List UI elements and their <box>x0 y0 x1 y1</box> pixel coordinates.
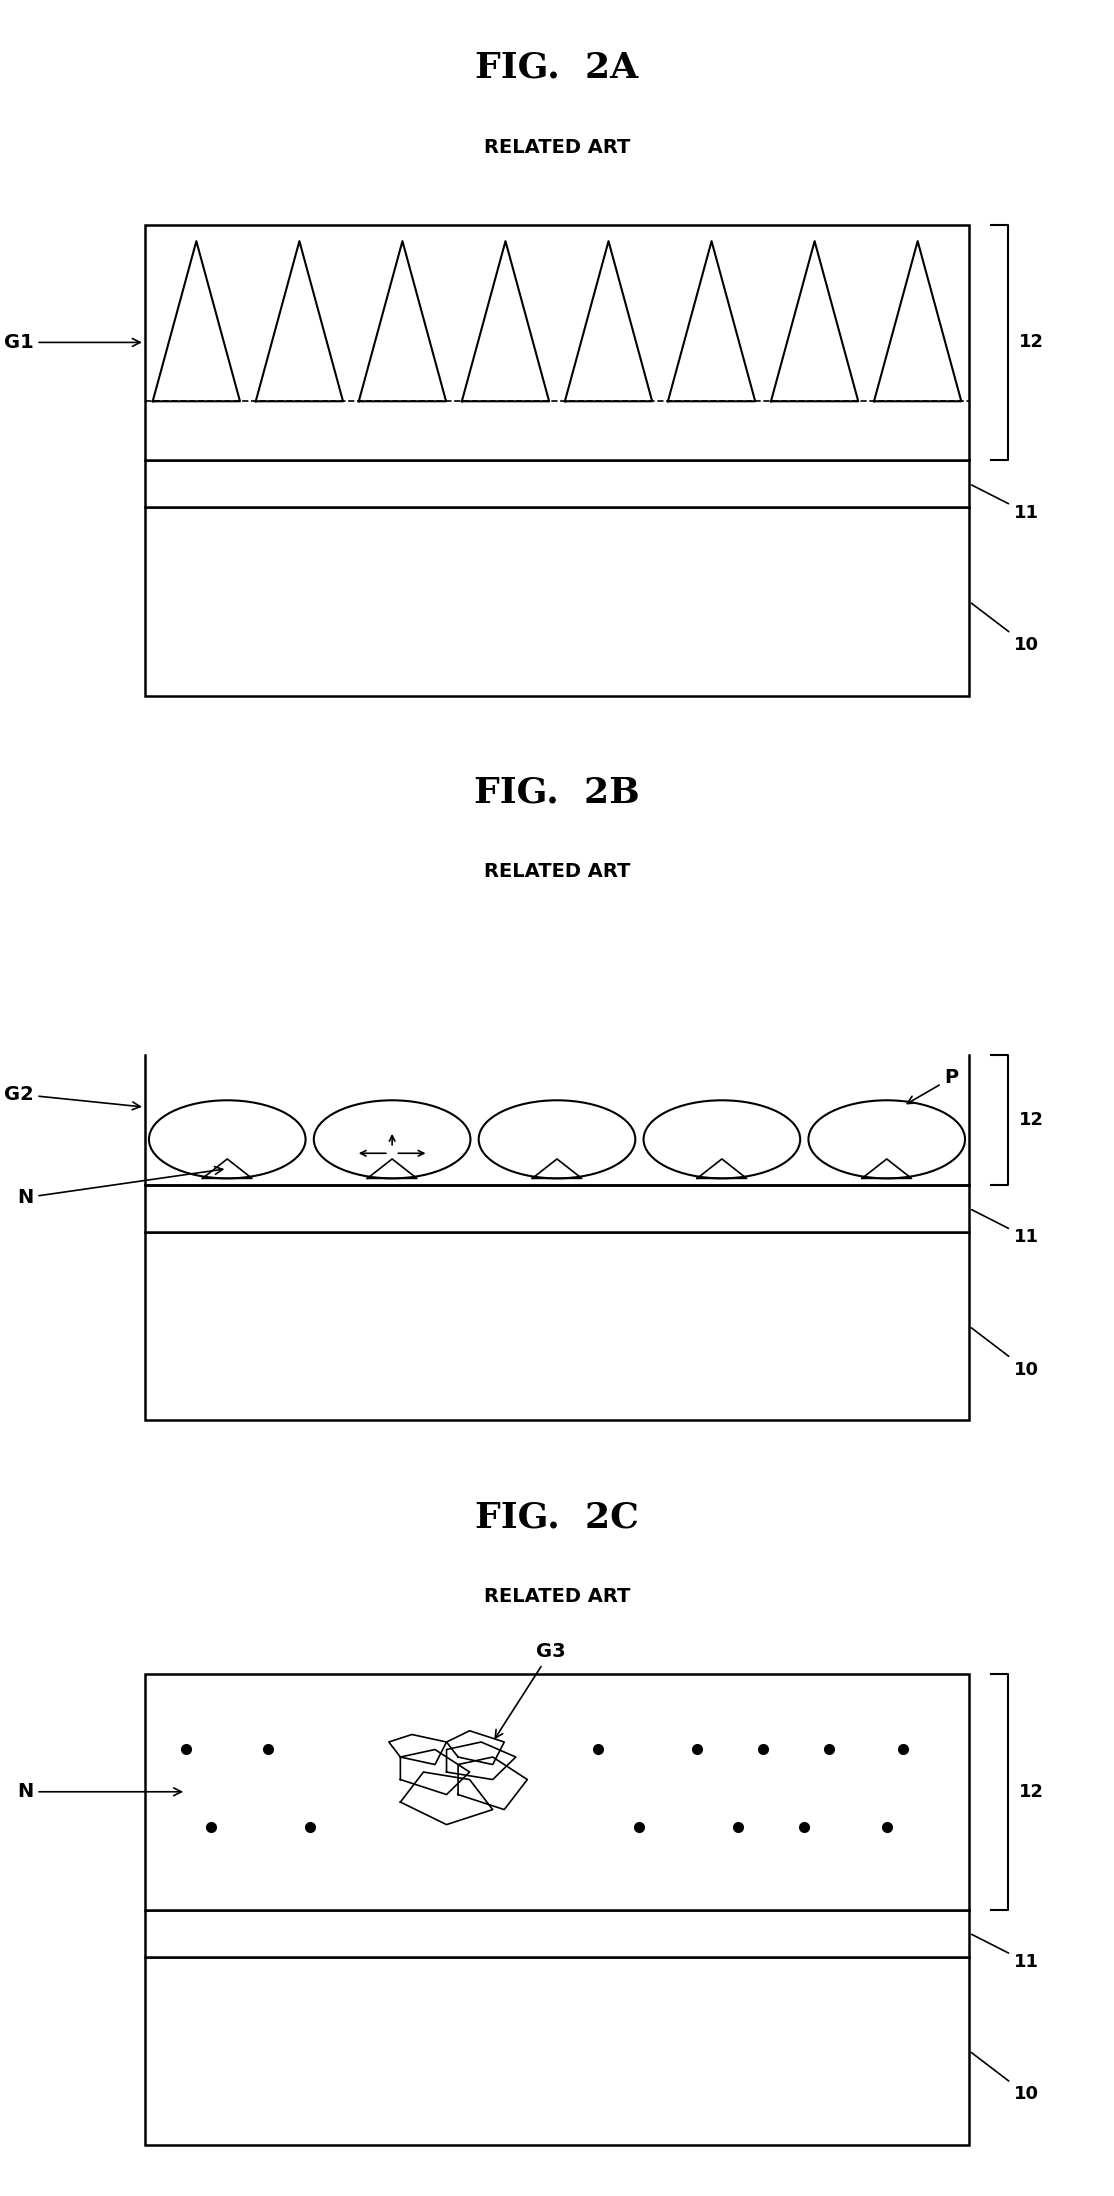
Text: G2: G2 <box>3 1085 140 1109</box>
Text: G1: G1 <box>3 334 140 351</box>
Bar <box>145 507 969 696</box>
Ellipse shape <box>314 1100 470 1179</box>
Text: 11: 11 <box>971 1935 1038 1972</box>
Bar <box>145 1957 969 2145</box>
Bar <box>145 1673 969 1911</box>
Text: RELATED ART: RELATED ART <box>483 863 631 881</box>
Text: 10: 10 <box>971 2053 1038 2104</box>
Text: 11: 11 <box>971 1210 1038 1247</box>
Bar <box>145 1232 969 1421</box>
Text: G3: G3 <box>496 1643 565 1737</box>
Text: P: P <box>907 1069 958 1105</box>
Text: 10: 10 <box>971 604 1038 654</box>
Text: N: N <box>17 1783 182 1801</box>
Ellipse shape <box>479 1100 635 1179</box>
Text: 10: 10 <box>971 1329 1038 1379</box>
Text: N: N <box>17 1166 223 1208</box>
Text: FIG.  2B: FIG. 2B <box>475 775 639 810</box>
Bar <box>145 224 969 461</box>
Text: FIG.  2C: FIG. 2C <box>475 1500 639 1535</box>
Text: RELATED ART: RELATED ART <box>483 138 631 156</box>
Text: 12: 12 <box>1019 1783 1044 1801</box>
Text: 12: 12 <box>1019 334 1044 351</box>
Bar <box>145 1186 969 1232</box>
Text: 11: 11 <box>971 485 1038 523</box>
Bar <box>145 1911 969 1957</box>
Ellipse shape <box>809 1100 965 1179</box>
Text: FIG.  2A: FIG. 2A <box>476 51 638 86</box>
Ellipse shape <box>644 1100 800 1179</box>
Text: RELATED ART: RELATED ART <box>483 1588 631 1605</box>
Text: 12: 12 <box>1019 1111 1044 1129</box>
Ellipse shape <box>149 1100 305 1179</box>
Bar <box>145 461 969 507</box>
